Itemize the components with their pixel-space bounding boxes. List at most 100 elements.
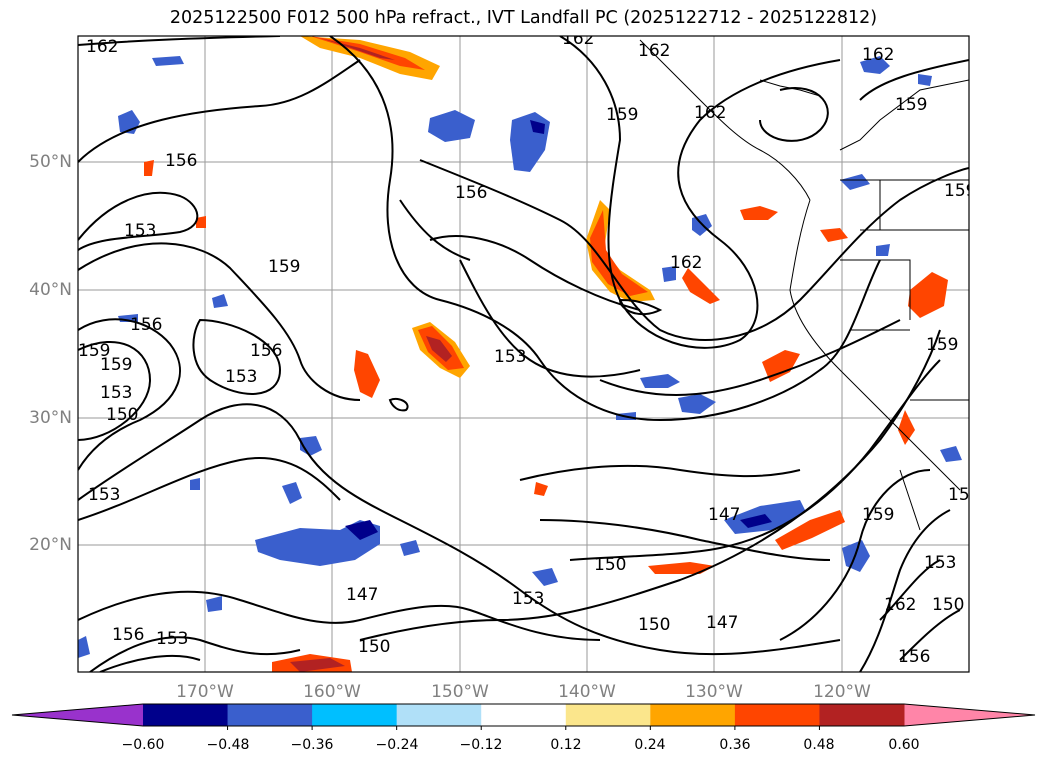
contour-label: 150 [932,595,964,615]
contour-label: 162 [862,45,894,65]
contour-label: 156 [165,151,197,171]
colorbar-segment [565,704,651,726]
refractivity-contours [78,36,969,672]
negative-anomaly [206,596,222,612]
negative-anomaly [530,120,545,134]
lat-label-30N: 30°N [29,408,72,428]
colorbar-tick: −0.48 [206,737,250,753]
positive-anomaly [426,336,452,362]
positive-anomaly [300,36,440,80]
contour-label: 159 [944,181,976,201]
positive-anomaly [196,216,206,228]
contour-label: 159 [606,105,638,125]
lon-label-120W: 120°W [813,682,871,702]
contour-label: 156 [130,315,162,335]
negative-anomaly [678,394,716,414]
contour-labels: 162 162 162 162 159 159 156 156 153 159 … [78,29,980,667]
colorbar-segment [650,704,736,726]
lon-label-160W: 160°W [303,682,361,702]
contour-label: 150 [594,555,626,575]
contour-label: 156 [250,341,282,361]
positive-anomaly [144,160,154,176]
colorbar [11,703,1036,730]
colorbar-tick: −0.60 [121,737,165,753]
colorbar-extend-max [904,704,1035,726]
contour-label: 153 [124,221,156,241]
colorbar-tick: −0.12 [459,737,503,753]
colorbar-segment [312,704,398,726]
contour-label: 156 [948,485,980,505]
positive-anomaly [648,562,715,574]
positive-anomaly [775,510,845,550]
negative-anomaly [940,446,962,462]
negative-anomaly [345,520,378,540]
lon-label-150W: 150°W [431,682,489,702]
lon-label-170W: 170°W [176,682,234,702]
contour-label: 156 [455,183,487,203]
positive-anomaly [290,658,345,672]
contour-label: 159 [100,355,132,375]
colorbar-tick: 0.12 [550,737,582,753]
negative-anomaly [152,56,184,66]
contour-label: 159 [268,257,300,277]
colorbar-tick: −0.36 [290,737,334,753]
negative-anomaly [918,74,932,86]
contour-label: 153 [494,347,526,367]
lat-label-50N: 50°N [29,152,72,172]
contour-label: 159 [78,341,110,361]
colorbar-tick: 0.48 [803,737,835,753]
colorbar-extend-min [12,704,143,726]
map-title: 2025122500 F012 500 hPa refract., IVT La… [169,8,878,28]
positive-anomaly [534,482,548,496]
negative-anomaly [190,478,200,490]
colorbar-segment [143,704,229,726]
colorbar-segment [396,704,482,726]
contour-label: 153 [156,629,188,649]
positive-anomaly [682,268,720,304]
contour-label: 153 [100,383,132,403]
positive-anomaly [354,350,380,398]
contour-label: 150 [106,405,138,425]
negative-anomaly [282,482,302,504]
contour-label: 156 [898,647,930,667]
positive-anomaly [590,210,648,296]
lat-label-20N: 20°N [29,535,72,555]
negative-anomaly [212,294,228,308]
positive-anomaly [820,228,848,242]
contour-label: 159 [862,505,894,525]
contour-label: 162 [884,595,916,615]
contour-label: 156 [112,625,144,645]
colorbar-segment [481,704,567,726]
colorbar-segment [734,704,820,726]
negative-anomaly [860,56,890,74]
contour-label: 147 [346,585,378,605]
colorbar-segment [819,704,905,726]
contour-label: 147 [708,505,740,525]
contour-label: 159 [895,95,927,115]
negative-anomaly [78,636,90,658]
lat-label-40N: 40°N [29,280,72,300]
lon-label-130W: 130°W [685,682,743,702]
colorbar-outline [11,703,1036,727]
contour-label: 162 [670,253,702,273]
contour-label: 153 [225,367,257,387]
negative-anomaly [876,244,890,256]
contour-label: 159 [926,335,958,355]
coastlines [639,39,969,531]
contour-label: 162 [86,37,118,57]
negative-anomaly [740,514,772,528]
colorbar-tick: 0.60 [888,737,920,753]
negative-anomaly [840,174,870,190]
colorbar-tick: 0.36 [719,737,751,753]
contour-label: 162 [638,41,670,61]
contour-label: 150 [638,615,670,635]
contour-label: 162 [562,29,594,49]
positive-anomaly [898,410,915,445]
negative-anomaly [662,266,676,282]
contour-label: 150 [358,637,390,657]
negative-anomaly [640,374,680,388]
lon-label-140W: 140°W [558,682,616,702]
ivt-fill-blobs [78,36,962,672]
positive-anomaly [740,206,778,220]
